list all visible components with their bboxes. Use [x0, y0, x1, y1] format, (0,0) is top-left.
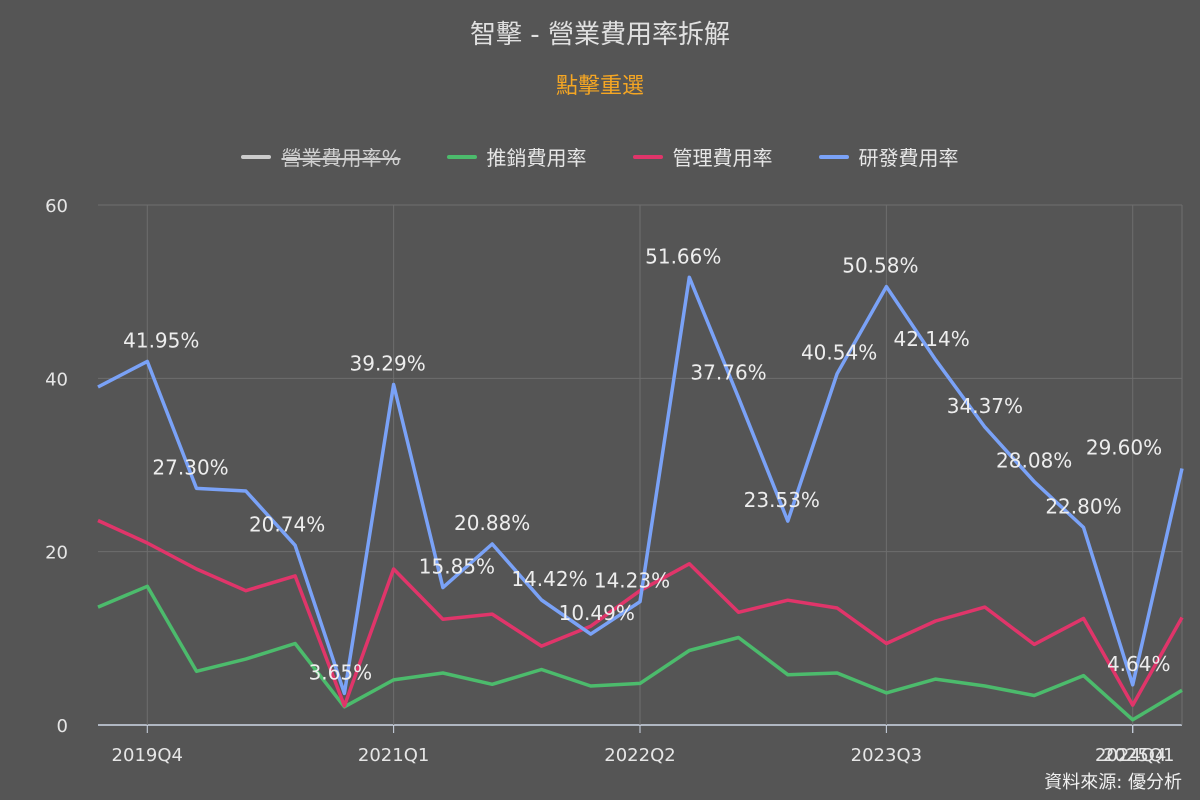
- legend-item-1[interactable]: 推銷費用率: [446, 142, 587, 171]
- data-label: 50.58%: [842, 254, 918, 278]
- x-tick-label: 2019Q4: [112, 745, 183, 766]
- legend: 營業費用率% 推銷費用率 管理費用率 研發費用率: [0, 142, 1200, 171]
- y-tick-label: 40: [45, 369, 68, 390]
- legend-swatch: [818, 154, 849, 159]
- data-label: 28.08%: [996, 449, 1072, 473]
- data-label: 3.65%: [309, 660, 373, 684]
- x-tick-label: 2022Q2: [604, 745, 675, 766]
- x-tick-label: 2024Q4: [1095, 745, 1166, 766]
- source-note: 資料來源: 優分析: [1044, 772, 1182, 793]
- legend-label: 管理費用率: [672, 146, 773, 170]
- legend-swatch: [446, 154, 477, 159]
- data-label: 14.23%: [594, 569, 670, 593]
- x-tick-label: 2025Q1: [1103, 745, 1174, 766]
- data-label: 41.95%: [123, 328, 199, 352]
- legend-item-3[interactable]: 研發費用率: [818, 142, 959, 171]
- data-label: 23.53%: [744, 488, 820, 512]
- legend-item-0[interactable]: 營業費用率%: [241, 142, 401, 171]
- data-label: 39.29%: [350, 351, 426, 375]
- y-tick-label: 60: [45, 196, 68, 217]
- data-label: 14.42%: [511, 567, 587, 591]
- y-tick-label: 20: [45, 543, 68, 564]
- data-label: 4.64%: [1107, 652, 1171, 676]
- data-label: 37.76%: [690, 361, 766, 385]
- legend-item-2[interactable]: 管理費用率: [632, 142, 773, 171]
- data-label: 34.37%: [947, 394, 1023, 418]
- data-label: 42.14%: [894, 327, 970, 351]
- chart-title: 智擊 - 營業費用率拆解: [470, 20, 730, 50]
- legend-label: 推銷費用率: [486, 146, 587, 170]
- legend-label: 營業費用率%: [281, 146, 401, 170]
- legend-label: 研發費用率: [858, 146, 959, 170]
- data-label: 22.80%: [1045, 494, 1121, 518]
- data-label: 29.60%: [1086, 435, 1162, 459]
- data-label: 40.54%: [801, 341, 877, 365]
- legend-swatch: [241, 154, 272, 159]
- x-tick-label: 2021Q1: [358, 745, 429, 766]
- data-label: 20.88%: [454, 511, 530, 535]
- data-label: 27.30%: [152, 455, 228, 479]
- data-label: 20.74%: [249, 512, 325, 536]
- legend-swatch: [632, 154, 663, 159]
- data-label: 10.49%: [559, 601, 635, 625]
- y-tick-label: 0: [57, 716, 68, 737]
- data-label: 51.66%: [645, 244, 721, 268]
- reselect-link[interactable]: 點擊重選: [555, 74, 644, 99]
- series-line-研發費用率: [97, 275, 1184, 696]
- series-line-推銷費用率: [97, 584, 1183, 722]
- x-tick-label: 2023Q3: [851, 745, 922, 766]
- data-label: 15.85%: [419, 555, 495, 579]
